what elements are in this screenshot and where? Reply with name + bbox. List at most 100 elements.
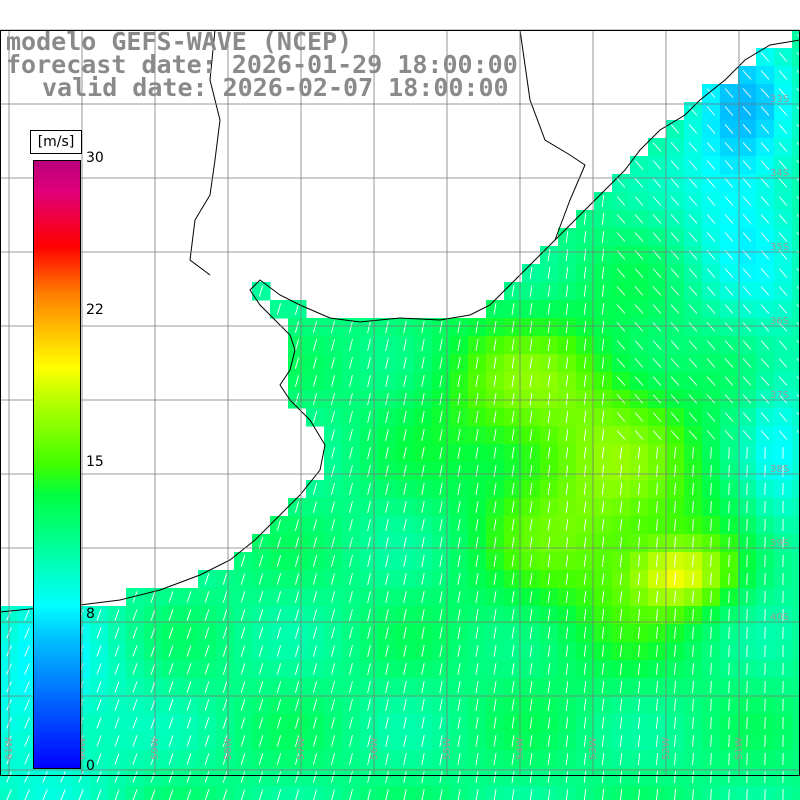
wind-arrow (240, 789, 246, 800)
wind-arrow (583, 608, 587, 622)
wind-arrow (511, 357, 515, 369)
wind-arrow (222, 771, 228, 783)
wind-arrow (652, 322, 662, 332)
wind-arrow (385, 465, 389, 477)
wind-arrow (565, 554, 569, 568)
wind-arrow (403, 717, 407, 729)
wind-arrow (710, 464, 712, 478)
wind-arrow (240, 681, 246, 693)
wind-arrow (475, 699, 479, 711)
wind-arrow (493, 753, 497, 765)
wind-arrow (24, 699, 30, 711)
wind-arrow (132, 663, 138, 675)
wind-arrow (710, 644, 712, 658)
wind-arrow (132, 645, 138, 657)
wind-arrow (655, 644, 659, 658)
wind-arrow (742, 106, 752, 116)
wind-arrow (637, 482, 641, 496)
wind-arrow (674, 716, 676, 730)
wind-arrow (656, 788, 659, 800)
wind-arrow (692, 734, 694, 748)
wind-cell (792, 660, 800, 679)
wind-arrow (746, 482, 748, 496)
wind-arrow (367, 573, 371, 585)
wind-arrow (258, 555, 264, 567)
wind-arrow (637, 662, 641, 676)
wind-arrow (385, 645, 389, 657)
wind-arrow (60, 771, 66, 783)
wind-arrow (240, 645, 246, 657)
wind-arrow (276, 573, 282, 585)
wind-arrow (421, 645, 425, 657)
wind-arrow (258, 573, 264, 585)
wind-arrow (168, 789, 174, 800)
wind-arrow (168, 591, 174, 603)
wind-arrow (634, 430, 644, 440)
wind-arrow (616, 340, 626, 350)
wind-arrow (367, 501, 371, 513)
wind-arrow (710, 608, 712, 622)
wind-arrow (655, 446, 659, 460)
wind-arrow (511, 645, 515, 657)
wind-arrow (385, 537, 389, 549)
wind-arrow (511, 285, 515, 297)
wind-arrow (565, 644, 569, 658)
wind-arrow (132, 627, 138, 639)
wind-arrow (294, 303, 300, 315)
wind-arrow (547, 518, 551, 532)
wind-arrow (637, 590, 641, 604)
wind-arrow (331, 537, 335, 549)
wind-arrow (475, 519, 479, 531)
wind-arrow (634, 196, 644, 206)
wind-arrow (796, 430, 800, 435)
wind-arrow (421, 411, 425, 423)
wind-arrow (547, 248, 551, 262)
wind-arrow (583, 266, 587, 280)
wind-arrow (742, 268, 752, 278)
wind-arrow (655, 590, 659, 604)
wind-arrow (710, 734, 712, 748)
wind-arrow (276, 537, 282, 549)
wind-arrow (439, 735, 443, 747)
wind-arrow (706, 88, 716, 98)
wind-arrow (652, 142, 662, 152)
wind-arrow (24, 717, 30, 729)
wind-arrow (313, 321, 317, 333)
wind-arrow (186, 681, 192, 693)
wind-arrow (258, 645, 264, 657)
wind-arrow (313, 375, 317, 387)
wind-arrow (652, 160, 662, 170)
wind-arrow (204, 663, 210, 675)
wind-cell (792, 210, 800, 229)
wind-arrow (403, 771, 407, 783)
wind-arrow (529, 537, 533, 549)
wind-arrow (511, 393, 515, 405)
border-line (189, 29, 586, 276)
wind-arrow (652, 214, 662, 224)
wind-arrow (186, 609, 192, 621)
wind-arrow (637, 698, 641, 712)
wind-cell (792, 570, 800, 589)
wind-arrow (583, 626, 587, 640)
wind-arrow (475, 537, 479, 549)
wind-arrow (565, 356, 569, 370)
wind-arrow (276, 609, 282, 621)
wind-arrow (652, 178, 662, 188)
wind-arrow (688, 142, 698, 152)
wind-arrow (583, 536, 587, 550)
wind-arrow (276, 555, 282, 567)
wind-arrow (331, 735, 335, 747)
wind-arrow (688, 160, 698, 170)
wind-arrow (349, 717, 353, 729)
wind-arrow (493, 321, 497, 333)
wind-arrow (634, 412, 644, 422)
wind-arrow (601, 518, 605, 532)
wind-arrow (204, 735, 210, 747)
wind-arrow (367, 771, 371, 783)
wind-arrow (710, 662, 712, 676)
wind-arrow (367, 483, 371, 495)
wind-arrow (778, 124, 788, 134)
wind-cell (0, 786, 19, 800)
wind-arrow (277, 789, 282, 800)
wind-arrow (294, 519, 300, 531)
